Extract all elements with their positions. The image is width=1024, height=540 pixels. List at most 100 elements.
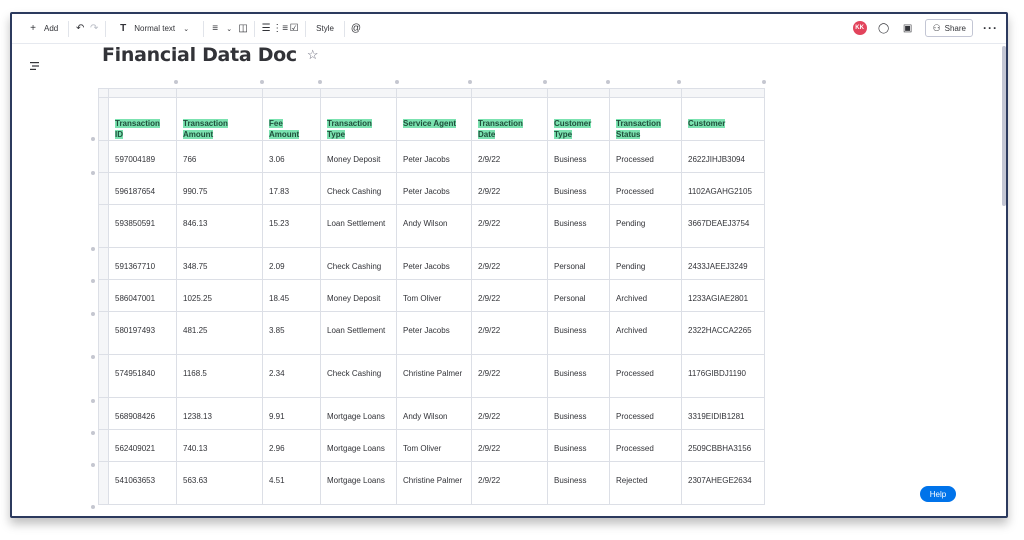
layout-columns-icon[interactable]: ◫: [238, 23, 248, 34]
table-cell[interactable]: 596187654: [108, 172, 177, 205]
table-cell[interactable]: 2509CBBHA3156: [681, 429, 765, 462]
table-cell[interactable]: Check Cashing: [320, 172, 397, 205]
table-cell[interactable]: 2/9/22: [471, 140, 548, 173]
row-handle-cell[interactable]: [98, 97, 109, 141]
table-cell[interactable]: 2/9/22: [471, 354, 548, 398]
column-handle[interactable]: [681, 88, 765, 98]
table-cell[interactable]: Pending: [609, 204, 682, 248]
column-handle[interactable]: [471, 88, 548, 98]
row-handle-cell[interactable]: [98, 279, 109, 312]
table-cell[interactable]: 481.25: [176, 311, 263, 355]
column-header[interactable]: Service Agent: [396, 97, 472, 141]
row-marker[interactable]: [91, 171, 95, 175]
row-handle-cell[interactable]: [98, 140, 109, 173]
table-cell[interactable]: Tom Oliver: [396, 279, 472, 312]
column-handle[interactable]: [176, 88, 263, 98]
table-cell[interactable]: 580197493: [108, 311, 177, 355]
table-cell[interactable]: Processed: [609, 397, 682, 430]
column-handle[interactable]: [396, 88, 472, 98]
row-handle-cell[interactable]: [98, 204, 109, 248]
table-cell[interactable]: 2.96: [262, 429, 321, 462]
outline-icon[interactable]: [30, 62, 40, 70]
table-cell[interactable]: Loan Settlement: [320, 311, 397, 355]
row-marker[interactable]: [91, 463, 95, 467]
row-marker[interactable]: [91, 137, 95, 141]
table-cell[interactable]: 2.09: [262, 247, 321, 280]
table-cell[interactable]: Personal: [547, 247, 610, 280]
table-cell[interactable]: 2/9/22: [471, 247, 548, 280]
share-button[interactable]: ⚇ Share: [924, 19, 973, 37]
table-cell[interactable]: Peter Jacobs: [396, 311, 472, 355]
table-cell[interactable]: Processed: [609, 429, 682, 462]
row-handle-cell[interactable]: [98, 247, 109, 280]
table-cell[interactable]: 9.91: [262, 397, 321, 430]
table-cell[interactable]: 846.13: [176, 204, 263, 248]
redo-icon[interactable]: ↷: [90, 23, 99, 34]
row-marker[interactable]: [91, 355, 95, 359]
table-cell[interactable]: 1176GIBDJ1190: [681, 354, 765, 398]
column-header[interactable]: Customer Type: [547, 97, 610, 141]
column-marker[interactable]: [543, 80, 547, 84]
table-cell[interactable]: Peter Jacobs: [396, 172, 472, 205]
table-cell[interactable]: Mortgage Loans: [320, 397, 397, 430]
table-cell[interactable]: 15.23: [262, 204, 321, 248]
table-cell[interactable]: Peter Jacobs: [396, 247, 472, 280]
table-cell[interactable]: Business: [547, 311, 610, 355]
column-header[interactable]: Fee Amount: [262, 97, 321, 141]
column-marker[interactable]: [677, 80, 681, 84]
chevron-down-icon[interactable]: ⌄: [226, 25, 233, 33]
table-cell[interactable]: 1233AGIAE2801: [681, 279, 765, 312]
table-cell[interactable]: Business: [547, 461, 610, 505]
table-cell[interactable]: Mortgage Loans: [320, 461, 397, 505]
scrollbar[interactable]: [1002, 46, 1006, 206]
table-cell[interactable]: Andy Wilson: [396, 204, 472, 248]
table-cell[interactable]: Business: [547, 172, 610, 205]
mention-icon[interactable]: @: [350, 23, 362, 34]
table-cell[interactable]: 568908426: [108, 397, 177, 430]
table-cell[interactable]: 3.06: [262, 140, 321, 173]
table-cell[interactable]: 1238.13: [176, 397, 263, 430]
row-handle-cell[interactable]: [98, 429, 109, 462]
align-left-icon[interactable]: ≡: [212, 23, 219, 34]
table-cell[interactable]: Processed: [609, 140, 682, 173]
table-cell[interactable]: 591367710: [108, 247, 177, 280]
column-marker[interactable]: [395, 80, 399, 84]
table-cell[interactable]: Business: [547, 354, 610, 398]
column-header[interactable]: Customer: [681, 97, 765, 141]
table-cell[interactable]: Check Cashing: [320, 247, 397, 280]
comment-icon[interactable]: ◯: [878, 22, 890, 34]
table-cell[interactable]: Business: [547, 140, 610, 173]
table-cell[interactable]: 17.83: [262, 172, 321, 205]
table-cell[interactable]: 2622JIHJB3094: [681, 140, 765, 173]
table-cell[interactable]: 2/9/22: [471, 397, 548, 430]
table-cell[interactable]: 2/9/22: [471, 461, 548, 505]
table-cell[interactable]: Personal: [547, 279, 610, 312]
column-marker[interactable]: [762, 80, 766, 84]
table-cell[interactable]: 562409021: [108, 429, 177, 462]
help-button[interactable]: Help: [920, 486, 956, 502]
table-cell[interactable]: Business: [547, 429, 610, 462]
table-cell[interactable]: 541063653: [108, 461, 177, 505]
table-cell[interactable]: 2307AHEGE2634: [681, 461, 765, 505]
row-handle-cell[interactable]: [98, 461, 109, 505]
row-marker[interactable]: [91, 399, 95, 403]
bulleted-list-icon[interactable]: ☰: [261, 23, 271, 34]
add-button[interactable]: + Add: [20, 19, 64, 39]
column-handle[interactable]: [609, 88, 682, 98]
row-handle-cell[interactable]: [98, 172, 109, 205]
checklist-icon[interactable]: ☑: [289, 23, 299, 34]
table-cell[interactable]: Processed: [609, 172, 682, 205]
table-cell[interactable]: 2433JAEEJ3249: [681, 247, 765, 280]
column-header[interactable]: Transaction Type: [320, 97, 397, 141]
table-cell[interactable]: 2/9/22: [471, 172, 548, 205]
table-cell[interactable]: 4.51: [262, 461, 321, 505]
row-handle-cell[interactable]: [98, 397, 109, 430]
table-cell[interactable]: Peter Jacobs: [396, 140, 472, 173]
table-cell[interactable]: 2/9/22: [471, 429, 548, 462]
table-cell[interactable]: Rejected: [609, 461, 682, 505]
column-header[interactable]: Transaction Date: [471, 97, 548, 141]
numbered-list-icon[interactable]: ⋮≡: [272, 23, 289, 34]
table-cell[interactable]: Andy Wilson: [396, 397, 472, 430]
column-marker[interactable]: [606, 80, 610, 84]
table-cell[interactable]: 18.45: [262, 279, 321, 312]
